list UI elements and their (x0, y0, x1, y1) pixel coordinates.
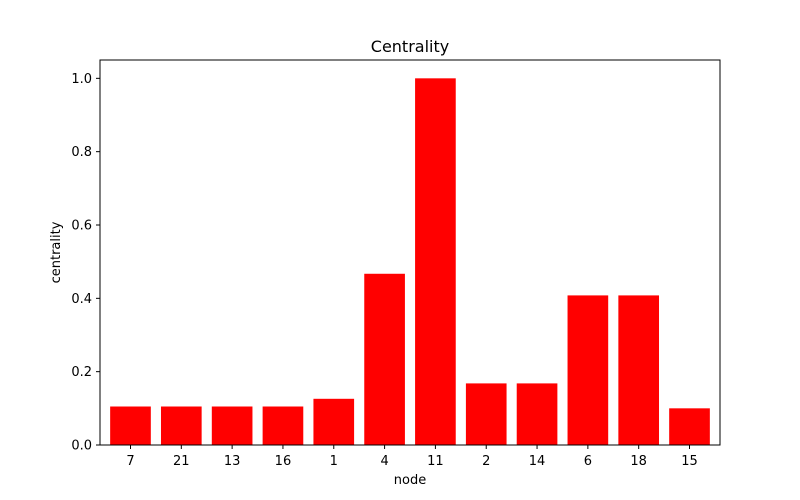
x-axis-label: node (394, 473, 426, 488)
bar-node-14 (516, 383, 558, 445)
x-tick-label: 21 (173, 454, 190, 469)
x-tick-label: 7 (126, 454, 134, 469)
bar-node-11 (415, 78, 456, 445)
x-tick-label: 1 (330, 454, 338, 469)
bar-node-13 (211, 406, 253, 445)
y-tick-label: 0.4 (71, 292, 92, 307)
y-tick-label: 0.6 (71, 219, 92, 234)
chart-title: Centrality (371, 37, 449, 56)
x-tick-label: 2 (482, 454, 490, 469)
bar-node-4 (364, 273, 405, 445)
bar-node-16 (262, 406, 304, 445)
bar-node-1 (313, 398, 355, 445)
plot-area-frame (99, 59, 721, 446)
y-axis-label: centrality (49, 221, 64, 283)
x-tick-label: 15 (681, 454, 698, 469)
x-axis: 7 21 13 16 1 4 11 2 14 6 18 15 (126, 445, 698, 469)
bar-node-21 (160, 406, 202, 445)
bar-node-7 (110, 406, 151, 445)
x-tick-label: 16 (275, 454, 292, 469)
x-tick-label: 14 (529, 454, 546, 469)
bars-group (110, 78, 710, 445)
bar-node-18 (618, 295, 660, 445)
bar-node-6 (567, 295, 609, 445)
y-tick-label: 0.0 (71, 439, 92, 454)
x-tick-label: 18 (630, 454, 647, 469)
y-tick-label: 0.2 (71, 365, 92, 380)
x-tick-label: 13 (224, 454, 241, 469)
y-axis: 0.0 0.2 0.4 0.6 0.8 1.0 (71, 72, 100, 454)
y-tick-label: 0.8 (71, 145, 92, 160)
x-tick-label: 11 (427, 454, 444, 469)
bar-node-2 (465, 383, 507, 445)
bar-node-15 (669, 408, 710, 445)
x-tick-label: 6 (584, 454, 592, 469)
y-tick-label: 1.0 (71, 72, 92, 87)
x-tick-label: 4 (380, 454, 388, 469)
